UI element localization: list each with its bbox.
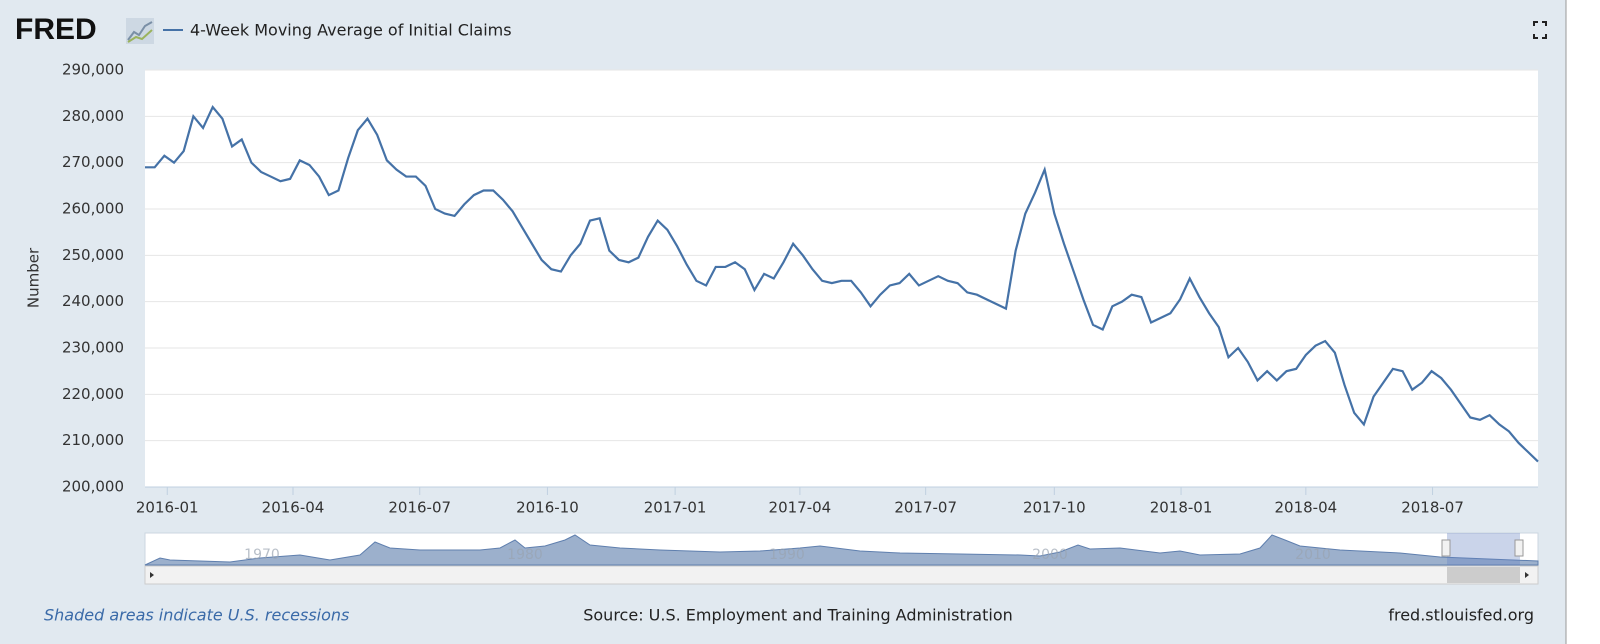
- y-tick-label: 230,000: [62, 339, 124, 357]
- x-tick-label: 2017-07: [894, 499, 957, 517]
- x-tick-label: 2016-07: [388, 499, 451, 517]
- y-axis-title: Number: [25, 247, 43, 308]
- y-tick-label: 200,000: [62, 478, 124, 496]
- recessions-note[interactable]: Shaded areas indicate U.S. recessions: [44, 606, 349, 625]
- x-tick-label: 2017-04: [769, 499, 832, 517]
- y-tick-label: 210,000: [62, 431, 124, 449]
- y-tick-label: 280,000: [62, 107, 124, 125]
- fullscreen-button[interactable]: [1533, 21, 1547, 39]
- legend-label[interactable]: 4-Week Moving Average of Initial Claims: [190, 21, 512, 40]
- navigator-label: 2000: [1032, 547, 1068, 563]
- logo: FRED: [15, 13, 97, 46]
- source: Source: U.S. Employment and Training Adm…: [583, 606, 1013, 625]
- x-tick-label: 2016-10: [516, 499, 579, 517]
- navigator-label: 1980: [507, 547, 543, 563]
- navigator-label: 2010: [1295, 547, 1331, 563]
- x-tick-label: 2018-04: [1274, 499, 1337, 517]
- logo-icon: [126, 18, 154, 44]
- x-tick-label: 2016-04: [262, 499, 325, 517]
- navigator[interactable]: [144, 532, 1539, 585]
- x-tick-label: 2016-01: [136, 499, 199, 517]
- y-tick-label: 240,000: [62, 292, 124, 310]
- x-tick-label: 2018-07: [1401, 499, 1464, 517]
- x-tick-label: 2018-01: [1150, 499, 1213, 517]
- navigator-label: 1970: [244, 547, 280, 563]
- site-link[interactable]: fred.stlouisfed.org: [1388, 606, 1534, 625]
- data-line: [145, 105, 1539, 463]
- navigator-label: 1990: [769, 547, 805, 563]
- plot-area: [145, 70, 1538, 487]
- y-tick-label: 290,000: [62, 61, 124, 79]
- x-tick-label: 2017-10: [1023, 499, 1086, 517]
- y-tick-label: 260,000: [62, 200, 124, 218]
- x-tick-label: 2017-01: [644, 499, 707, 517]
- y-tick-label: 270,000: [62, 153, 124, 171]
- y-tick-label: 250,000: [62, 246, 124, 264]
- y-tick-label: 220,000: [62, 385, 124, 403]
